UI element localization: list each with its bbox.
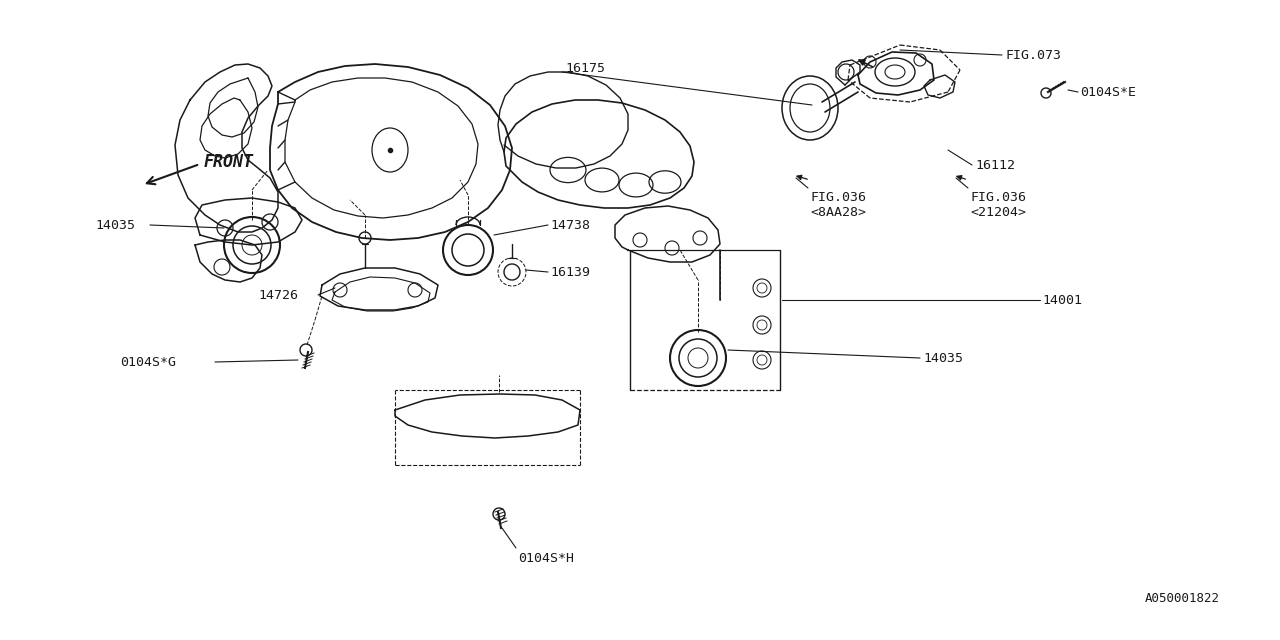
Text: 14035: 14035 [95,218,134,232]
Text: <21204>: <21204> [970,205,1027,218]
Text: 0104S*E: 0104S*E [1080,86,1137,99]
Text: A050001822: A050001822 [1146,592,1220,605]
Text: 16175: 16175 [564,61,605,74]
Text: FIG.073: FIG.073 [1005,49,1061,61]
Text: 0104S*H: 0104S*H [518,552,573,564]
Text: 0104S*G: 0104S*G [120,355,177,369]
Text: 16139: 16139 [550,266,590,278]
Text: 14001: 14001 [1042,294,1082,307]
Text: <8AA28>: <8AA28> [810,205,867,218]
Text: FIG.036: FIG.036 [970,191,1027,204]
Text: 16112: 16112 [975,159,1015,172]
Text: FIG.036: FIG.036 [810,191,867,204]
Text: 14035: 14035 [923,351,963,365]
Text: 14738: 14738 [550,218,590,232]
Text: 14726: 14726 [259,289,298,301]
Text: FRONT: FRONT [204,153,253,171]
